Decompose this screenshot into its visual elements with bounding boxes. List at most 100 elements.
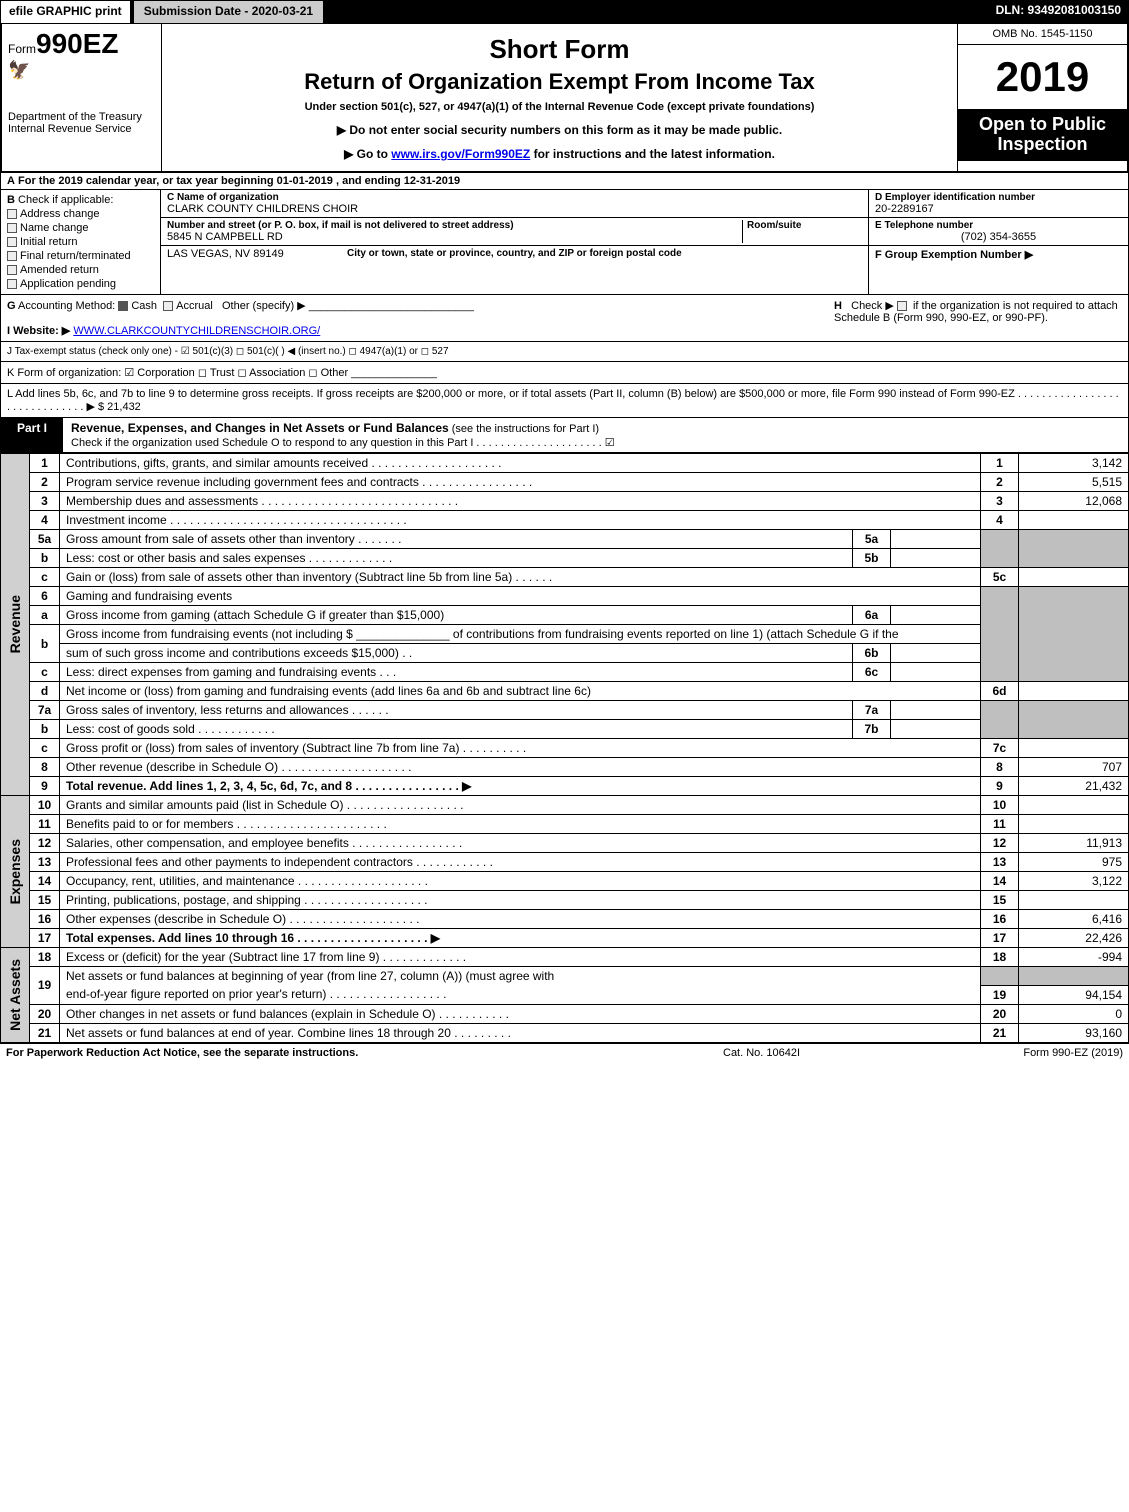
line-a-begin: 01-01-2019: [277, 175, 333, 187]
opt-pending: Application pending: [20, 278, 116, 290]
part1-title: Revenue, Expenses, and Changes in Net As…: [63, 418, 1128, 452]
ln-num: d: [30, 682, 60, 701]
dept-line1: Department of the Treasury: [8, 111, 142, 123]
section-revenue: Revenue: [1, 454, 30, 796]
chk-final-return[interactable]: Final return/terminated: [7, 250, 154, 262]
checkbox-icon[interactable]: [163, 301, 173, 311]
g-accounting: G Accounting Method: Cash Accrual Other …: [1, 295, 828, 341]
chk-initial-return[interactable]: Initial return: [7, 236, 154, 248]
table-row: 20 Other changes in net assets or fund b…: [1, 1004, 1129, 1023]
ln-text: Investment income . . . . . . . . . . . …: [60, 511, 981, 530]
checkbox-icon: [7, 279, 17, 289]
ln-num: 6: [30, 587, 60, 606]
table-row: 16 Other expenses (describe in Schedule …: [1, 910, 1129, 929]
ln-text-19b: end-of-year figure reported on prior yea…: [60, 985, 981, 1004]
ln-num: 5a: [30, 530, 60, 549]
table-row: 5a Gross amount from sale of assets othe…: [1, 530, 1129, 549]
ln-amount: 21,432: [1019, 777, 1129, 796]
table-row: 6 Gaming and fundraising events: [1, 587, 1129, 606]
ln-num: 2: [30, 473, 60, 492]
checkbox-icon[interactable]: [118, 301, 128, 311]
ln-text: Less: cost of goods sold . . . . . . . .…: [60, 720, 853, 739]
efile-print-button[interactable]: efile GRAPHIC print: [0, 0, 131, 24]
block-b-heading: B Check if applicable:: [7, 194, 154, 206]
ln-ref: 15: [981, 891, 1019, 910]
header-right: OMB No. 1545-1150 2019 Open to Public In…: [957, 24, 1127, 171]
checkbox-icon: [7, 237, 17, 247]
g-text: Accounting Method:: [18, 300, 115, 312]
l-amount: $ 21,432: [98, 401, 141, 413]
tax-year: 2019: [958, 45, 1127, 109]
part1-check: Check if the organization used Schedule …: [71, 437, 615, 449]
ln-num: 12: [30, 834, 60, 853]
opt-amended: Amended return: [20, 264, 99, 276]
ln-text: Program service revenue including govern…: [60, 473, 981, 492]
ln-num: 8: [30, 758, 60, 777]
omb-number: OMB No. 1545-1150: [958, 24, 1127, 45]
line-a-label: A: [7, 175, 15, 187]
l9-bold: Total revenue. Add lines 1, 2, 3, 4, 5c,…: [66, 779, 471, 793]
table-row: 14 Occupancy, rent, utilities, and maint…: [1, 872, 1129, 891]
netassets-label: Net Assets: [7, 959, 23, 1031]
ln-ref: 16: [981, 910, 1019, 929]
ln-num: a: [30, 606, 60, 625]
g-label: G: [7, 300, 16, 312]
ln-amount: [1019, 568, 1129, 587]
dept-line2: Internal Revenue Service: [8, 123, 132, 135]
ln-amount: 3,142: [1019, 454, 1129, 473]
chk-amended-return[interactable]: Amended return: [7, 264, 154, 276]
l6b-t1: Gross income from fundraising events (no…: [66, 627, 356, 641]
ln-num: 11: [30, 815, 60, 834]
table-row: 17 Total expenses. Add lines 10 through …: [1, 929, 1129, 948]
ln-text-19a: Net assets or fund balances at beginning…: [60, 967, 981, 986]
ln-text: Printing, publications, postage, and shi…: [60, 891, 981, 910]
ln-text: Excess or (deficit) for the year (Subtra…: [60, 948, 981, 967]
ln-amount: 975: [1019, 853, 1129, 872]
ln-ref: 20: [981, 1004, 1019, 1023]
header-mid: Short Form Return of Organization Exempt…: [162, 24, 957, 171]
shade-cell: [1019, 587, 1129, 682]
shade-cell: [981, 967, 1019, 986]
website-link[interactable]: WWW.CLARKCOUNTYCHILDRENSCHOIR.ORG/: [73, 325, 320, 337]
main-title: Return of Organization Exempt From Incom…: [172, 69, 947, 95]
table-row: 21 Net assets or fund balances at end of…: [1, 1023, 1129, 1042]
ln-num: 3: [30, 492, 60, 511]
irs-link[interactable]: www.irs.gov/Form990EZ: [391, 147, 530, 161]
chk-address-change[interactable]: Address change: [7, 208, 154, 220]
ln-num: 17: [30, 929, 60, 948]
ln-amount: 12,068: [1019, 492, 1129, 511]
table-row: b Less: cost or other basis and sales ex…: [1, 549, 1129, 568]
e-phone: E Telephone number (702) 354-3655: [869, 218, 1128, 246]
part1-title-text: Revenue, Expenses, and Changes in Net As…: [71, 421, 449, 435]
table-row: 13 Professional fees and other payments …: [1, 853, 1129, 872]
room-label: Room/suite: [747, 220, 862, 231]
spacer: [324, 0, 987, 24]
ssn-warning: ▶ Do not enter social security numbers o…: [172, 123, 947, 137]
part1-title-sub: (see the instructions for Part I): [449, 423, 599, 435]
table-row: c Gross profit or (loss) from sales of i…: [1, 739, 1129, 758]
table-row: b Less: cost of goods sold . . . . . . .…: [1, 720, 1129, 739]
table-row: c Gain or (loss) from sale of assets oth…: [1, 568, 1129, 587]
ln-text: Gain or (loss) from sale of assets other…: [60, 568, 981, 587]
ln-text: Less: cost or other basis and sales expe…: [60, 549, 853, 568]
ln-num: b: [30, 720, 60, 739]
short-form-title: Short Form: [172, 34, 947, 65]
chk-name-change[interactable]: Name change: [7, 222, 154, 234]
e-label: E Telephone number: [875, 220, 1122, 231]
ln-num: 15: [30, 891, 60, 910]
g-cash: Cash: [131, 300, 157, 312]
revenue-label: Revenue: [7, 595, 23, 653]
block-bcd: B Check if applicable: Address change Na…: [0, 190, 1129, 295]
ln-text-6b2: sum of such gross income and contributio…: [60, 644, 853, 663]
g-other: Other (specify) ▶: [222, 300, 306, 312]
table-row: 2 Program service revenue including gove…: [1, 473, 1129, 492]
open-line1: Open to Public: [979, 114, 1106, 134]
form-header: Form990EZ 🦅 Department of the Treasury I…: [0, 24, 1129, 173]
checkbox-icon[interactable]: [897, 301, 907, 311]
footer-right: Form 990-EZ (2019): [923, 1047, 1123, 1059]
chk-application-pending[interactable]: Application pending: [7, 278, 154, 290]
ln-amount: [1019, 891, 1129, 910]
ln-ref: 5c: [981, 568, 1019, 587]
form-990ez: 990EZ: [36, 28, 119, 59]
inset-ref: 5b: [853, 549, 891, 568]
